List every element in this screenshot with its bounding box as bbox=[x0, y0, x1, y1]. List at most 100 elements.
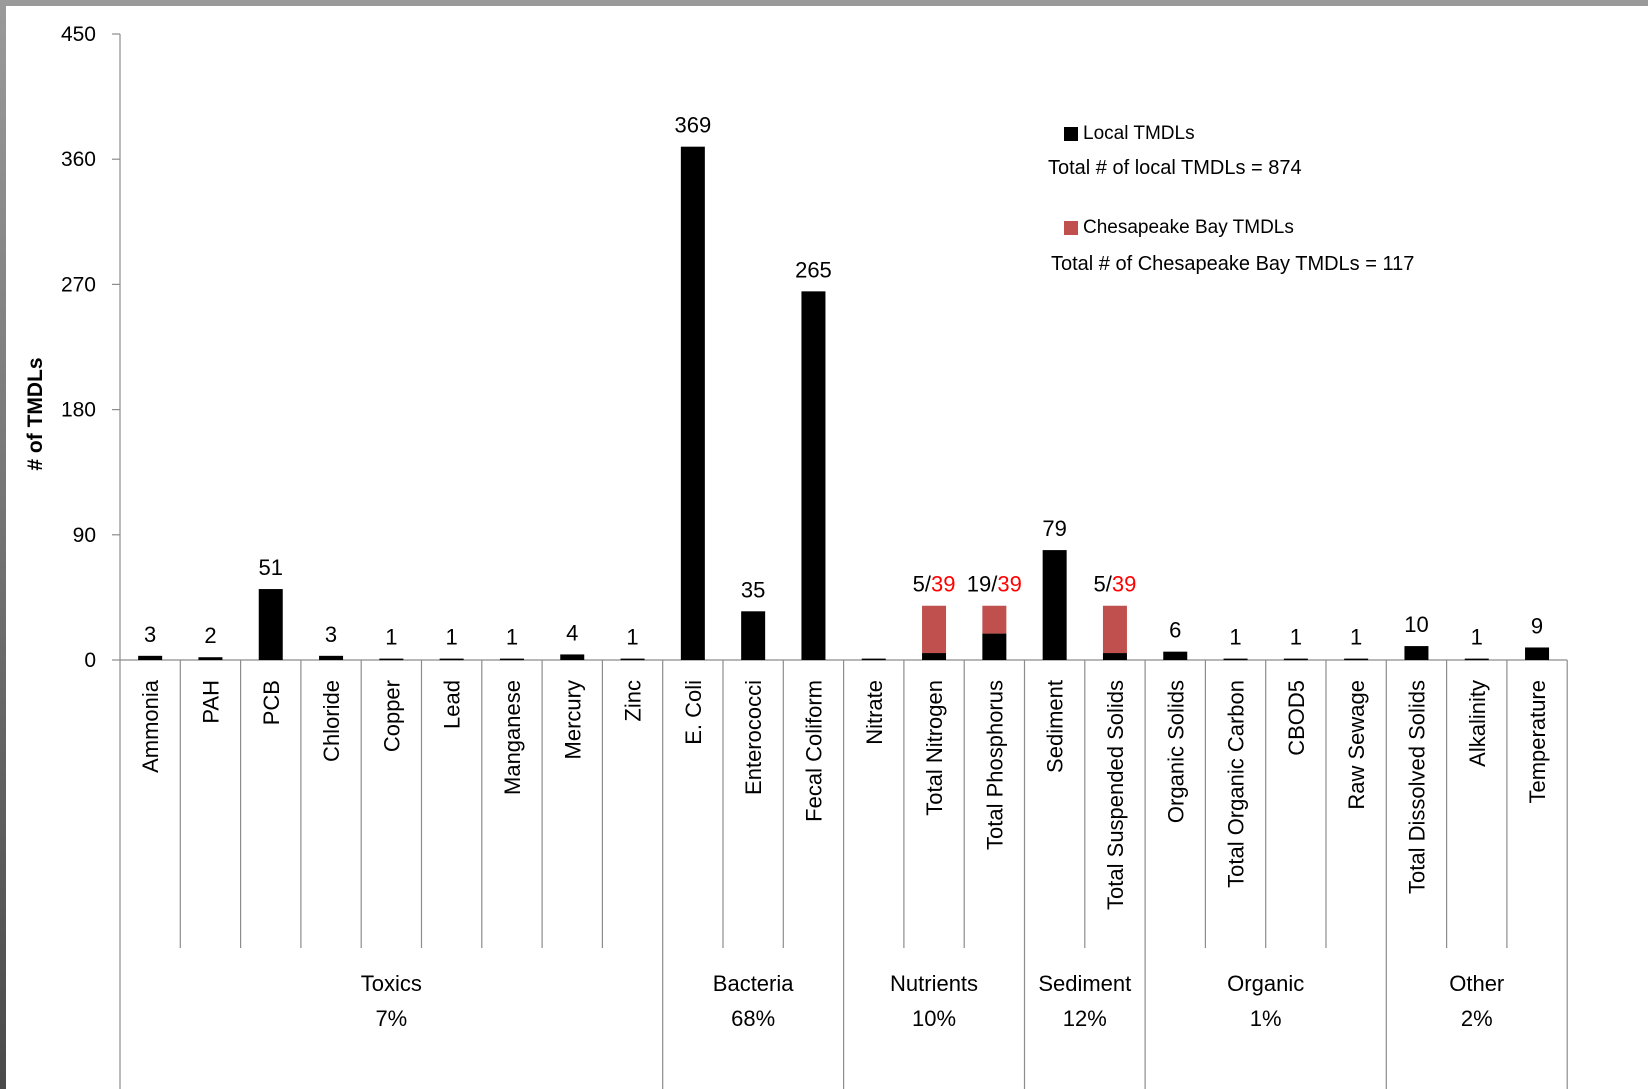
data-label: 1 bbox=[446, 625, 458, 650]
legend-swatch-local bbox=[1064, 127, 1078, 141]
legend: Local TMDLs Total # of local TMDLs = 874… bbox=[1048, 123, 1414, 275]
data-label: 10 bbox=[1404, 612, 1428, 637]
data-label: 1 bbox=[1350, 625, 1362, 650]
bar-local bbox=[560, 654, 585, 660]
x-group-percent: 7% bbox=[375, 1006, 407, 1031]
x-category-label: Temperature bbox=[1525, 680, 1550, 804]
data-label: 19/39 bbox=[967, 572, 1022, 597]
x-group-percent: 68% bbox=[731, 1006, 775, 1031]
bars-layer bbox=[138, 146, 1550, 661]
bar-local bbox=[1344, 658, 1369, 661]
legend-total-local: Total # of local TMDLs = 874 bbox=[1048, 157, 1302, 179]
x-category-label: CBOD5 bbox=[1284, 680, 1309, 756]
x-category-label: E. Coli bbox=[681, 680, 706, 745]
x-category-label: PAH bbox=[198, 680, 223, 724]
y-axis-title: # of TMDLs bbox=[24, 357, 47, 470]
x-category-label: Raw Sewage bbox=[1344, 680, 1369, 810]
x-category-label: Enterococci bbox=[741, 680, 766, 795]
x-category-label: Fecal Coliform bbox=[801, 680, 826, 822]
bar-local bbox=[439, 658, 464, 661]
data-label: 2 bbox=[204, 623, 216, 648]
bar-local bbox=[861, 658, 886, 661]
bar-chesapeake-bay bbox=[1102, 605, 1127, 654]
legend-swatch-bay bbox=[1064, 221, 1078, 235]
bar-local bbox=[1525, 647, 1550, 660]
bar-local bbox=[620, 658, 645, 661]
x-category-label: Mercury bbox=[560, 680, 585, 759]
bar-local bbox=[1283, 658, 1308, 661]
y-tick-label: 270 bbox=[61, 273, 96, 296]
data-label: 5/39 bbox=[913, 572, 956, 597]
x-category-label: Lead bbox=[440, 680, 465, 729]
x-group-label: Organic bbox=[1227, 971, 1304, 996]
bar-local bbox=[680, 146, 705, 660]
data-label: 1 bbox=[506, 625, 518, 650]
data-label: 3 bbox=[144, 622, 156, 647]
y-tick-label: 360 bbox=[61, 148, 96, 171]
legend-label-bay: Chesapeake Bay TMDLs bbox=[1083, 217, 1294, 238]
x-group-percent: 10% bbox=[912, 1006, 956, 1031]
data-label: 1 bbox=[385, 625, 397, 650]
bar-local bbox=[499, 658, 524, 661]
y-tick-label: 90 bbox=[73, 524, 96, 547]
x-category-label: Ammonia bbox=[138, 679, 163, 773]
bar-local bbox=[982, 633, 1007, 660]
chart-background bbox=[6, 6, 1648, 1089]
bar-local bbox=[741, 611, 766, 660]
data-label: 369 bbox=[674, 113, 711, 138]
bar-local bbox=[1163, 651, 1188, 660]
bar-local bbox=[1404, 646, 1429, 660]
x-category-label: Manganese bbox=[500, 680, 525, 795]
x-category-label: Zinc bbox=[621, 680, 646, 722]
x-group-label: Sediment bbox=[1038, 971, 1131, 996]
x-category-label: Sediment bbox=[1043, 680, 1068, 773]
bar-chesapeake-bay bbox=[922, 605, 947, 654]
x-group-percent: 12% bbox=[1063, 1006, 1107, 1031]
data-label: 79 bbox=[1042, 516, 1066, 541]
bar-local bbox=[1223, 658, 1248, 661]
y-tick-label: 450 bbox=[61, 23, 96, 46]
data-label: 1 bbox=[1290, 625, 1302, 650]
bar-local bbox=[198, 657, 223, 660]
bar-local bbox=[258, 589, 283, 660]
x-category-label: Chloride bbox=[319, 680, 344, 762]
bar-local bbox=[1042, 550, 1067, 660]
data-label: 6 bbox=[1169, 618, 1181, 643]
x-group-label: Toxics bbox=[361, 971, 422, 996]
x-category-label: Total Phosphorus bbox=[982, 680, 1007, 850]
data-label: 1 bbox=[1229, 625, 1241, 650]
data-label: 5/39 bbox=[1094, 572, 1137, 597]
data-label: 3 bbox=[325, 622, 337, 647]
x-category-label: Copper bbox=[379, 680, 404, 752]
bar-local bbox=[801, 291, 826, 660]
data-label: 4 bbox=[566, 620, 578, 645]
y-tick-label: 0 bbox=[84, 649, 96, 672]
x-category-label: Total Dissolved Solids bbox=[1404, 680, 1429, 894]
x-group-percent: 2% bbox=[1461, 1006, 1493, 1031]
bar-local bbox=[1464, 658, 1489, 661]
x-group-label: Nutrients bbox=[890, 971, 978, 996]
x-group-percent: 1% bbox=[1250, 1006, 1282, 1031]
x-category-label: Total Organic Carbon bbox=[1224, 680, 1249, 888]
x-axis-layer: Ammonia PAH PCB Chloride Copper Lead Manganese… bbox=[138, 660, 1568, 1089]
bar-local bbox=[1102, 653, 1127, 660]
y-tick-label: 180 bbox=[61, 399, 96, 422]
data-label: 265 bbox=[795, 257, 832, 282]
x-group-label: Other bbox=[1449, 971, 1504, 996]
bar-local bbox=[922, 653, 947, 660]
data-label: 1 bbox=[1471, 625, 1483, 650]
legend-total-bay: Total # of Chesapeake Bay TMDLs = 117 bbox=[1051, 253, 1414, 275]
bar-chesapeake-bay bbox=[982, 605, 1007, 634]
data-label: 51 bbox=[259, 555, 283, 580]
x-category-label: Organic Solids bbox=[1163, 680, 1188, 823]
bar-local bbox=[138, 655, 163, 660]
data-label: 35 bbox=[741, 577, 765, 602]
data-label: 9 bbox=[1531, 613, 1543, 638]
x-category-label: PCB bbox=[259, 680, 284, 725]
tmdl-bar-chart: # of TMDLs 0 90 180 270 360 450 3 2 51 3 1 1 1 4 1 369… bbox=[6, 6, 1648, 1089]
bar-local bbox=[379, 658, 404, 661]
x-group-label: Bacteria bbox=[713, 971, 794, 996]
x-category-label: Total Nitrogen bbox=[922, 680, 947, 816]
x-category-label: Nitrate bbox=[862, 680, 887, 745]
